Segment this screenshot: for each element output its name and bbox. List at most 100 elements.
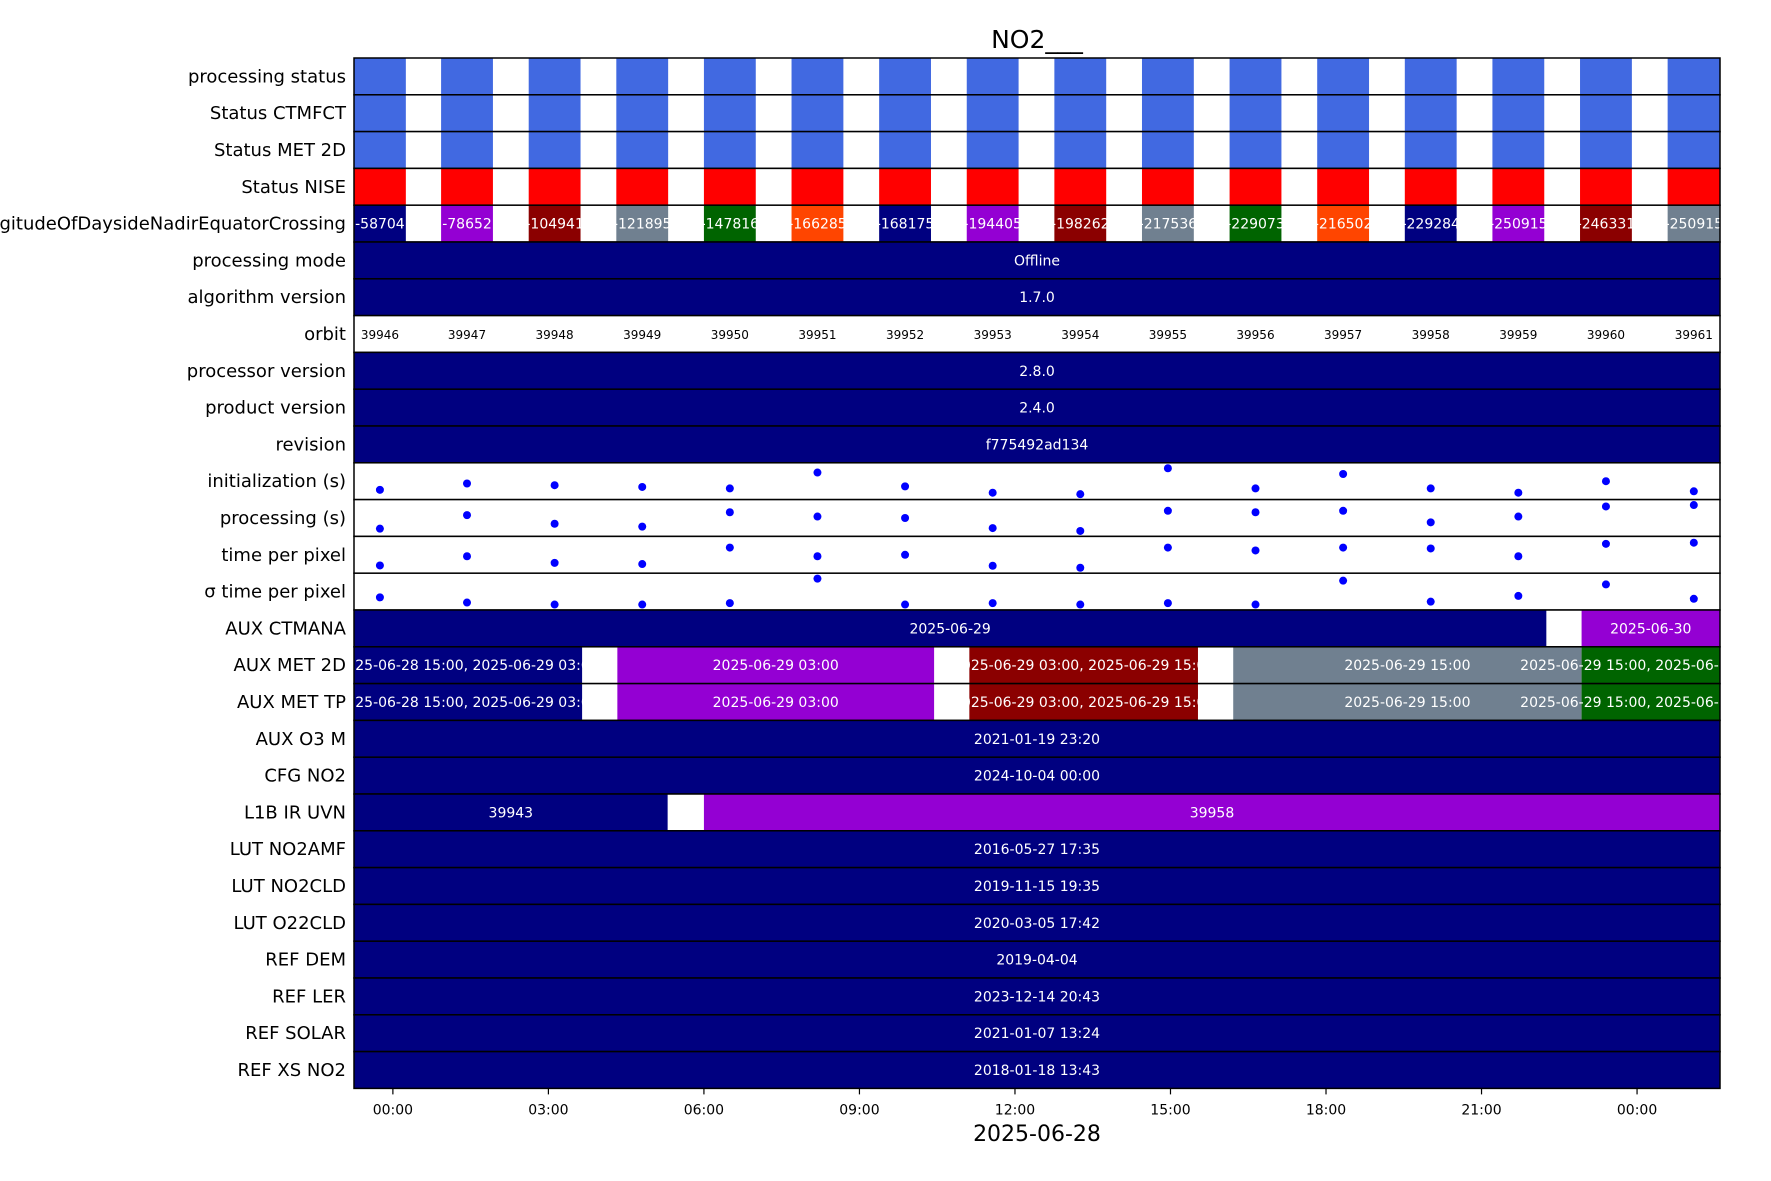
value-bar: [354, 426, 1720, 463]
status-bar: [1404, 94, 1457, 132]
value-bar: [969, 646, 1198, 684]
status-bar: [354, 131, 406, 169]
bar-label: 2023-12-14 20:43: [974, 989, 1100, 1005]
longitude-bar: [879, 205, 931, 242]
data-point: [725, 508, 734, 517]
bar-label: 2019-04-04: [996, 953, 1077, 969]
longitude-value: -229284: [1401, 217, 1460, 233]
longitude-bar: [703, 205, 756, 242]
orbit-number: 39951: [798, 328, 836, 342]
row-lut-no2amf: 2016-05-27 17:35 LUT NO2AMF: [230, 830, 1721, 869]
value-bar: [354, 610, 1547, 647]
bar-label: 2.8.0: [1019, 364, 1055, 380]
longitude-value: -250915: [1489, 217, 1548, 233]
value-bar: [354, 867, 1720, 905]
data-point: [638, 560, 647, 569]
value-bar: [617, 646, 935, 684]
value-bar: [354, 904, 1720, 942]
row-background: [354, 131, 1720, 169]
data-point: [1514, 488, 1523, 497]
row-background: [354, 58, 1720, 95]
data-point: [1076, 490, 1085, 499]
bar-label: Offline: [1014, 253, 1060, 269]
data-point: [813, 574, 822, 583]
data-point: [375, 524, 384, 533]
data-point: [1163, 543, 1172, 552]
status-bar: [1141, 94, 1194, 132]
status-bar: [1492, 168, 1545, 206]
data-point: [725, 599, 734, 608]
x-tick-label: 06:00: [684, 1102, 724, 1118]
row-label: product version: [205, 398, 346, 419]
orbit-number: 39957: [1324, 328, 1362, 342]
status-bar: [354, 168, 406, 206]
status-bar: [528, 58, 581, 95]
value-bar: [1581, 610, 1720, 647]
status-bar: [703, 131, 756, 169]
status-bar: [528, 94, 581, 132]
status-bar: [528, 168, 581, 206]
status-bar: [879, 94, 931, 132]
bar-label: 2025-06-29 03:00, 2025-06-29 15:00: [953, 695, 1214, 711]
status-bar: [1054, 131, 1107, 169]
status-bar: [441, 131, 493, 169]
status-bar: [1580, 94, 1632, 132]
status-bar: [703, 94, 756, 132]
row-processing-mode: Offline processing mode: [192, 241, 1721, 280]
bar-label: 2025-06-28 15:00, 2025-06-29 03:00: [337, 695, 598, 711]
bar-label: 2020-03-05 17:42: [974, 916, 1100, 932]
value-bar: [1233, 646, 1582, 684]
status-bar: [1667, 58, 1720, 95]
status-bar: [616, 94, 669, 132]
row-label: time per pixel: [221, 545, 346, 566]
data-point: [1689, 501, 1698, 510]
data-point: [1163, 464, 1172, 473]
status-bar: [1404, 58, 1457, 95]
row-status-ctmfct: Status CTMFCT: [210, 94, 1721, 133]
orbit-number: 39947: [448, 328, 486, 342]
data-point: [1426, 544, 1435, 553]
status-bar: [616, 168, 669, 206]
row-label: initialization (s): [207, 471, 346, 492]
bar-label: 2025-06-29 15:00, 2025-06-30 03:00: [1520, 658, 1771, 674]
value-bar: [354, 352, 1720, 390]
data-point: [813, 552, 822, 561]
row-label: processor version: [187, 361, 346, 382]
row-label: LongitudeOfDaysideNadirEquatorCrossing: [0, 214, 346, 235]
data-point: [375, 485, 384, 494]
row-label: LUT NO2CLD: [231, 876, 346, 897]
x-axis-ticks: 00:00 03:00 06:00 09:00 12:00 15:00 18:00 21:00…: [373, 1088, 1657, 1118]
row-label: Status NISE: [241, 177, 346, 198]
data-point: [375, 561, 384, 570]
row-longitudeofdaysidenadirequatorcrossing: -58704 -78652 -104941 -121895 -147816 -166285…: [0, 204, 1721, 243]
row-background: [354, 462, 1720, 500]
status-bar: [528, 131, 581, 169]
bar-label: 2021-01-19 23:20: [974, 732, 1100, 748]
data-point: [550, 481, 559, 490]
data-point: [1251, 484, 1260, 493]
value-bar: [1581, 683, 1720, 721]
value-bar: [969, 683, 1198, 721]
bar-label: 39943: [489, 805, 534, 821]
row-aux-o3-m: 2021-01-19 23:20 AUX O3 M: [256, 719, 1721, 758]
row-label: AUX CTMANA: [225, 618, 346, 639]
data-point: [813, 512, 822, 521]
bar-label: 39958: [1190, 805, 1235, 821]
orbit-number: 39958: [1412, 328, 1450, 342]
value-bar: [354, 1014, 1720, 1052]
data-point: [550, 600, 559, 609]
bar-label: 2024-10-04 00:00: [974, 769, 1100, 785]
row-label: LUT NO2AMF: [230, 839, 346, 860]
x-tick-label: 09:00: [839, 1102, 879, 1118]
longitude-value: -246331: [1577, 217, 1636, 233]
orbit-number: 39959: [1499, 328, 1537, 342]
status-bar: [703, 58, 756, 95]
row-background: [354, 168, 1720, 206]
value-bar: [354, 1051, 1720, 1089]
data-point: [1251, 546, 1260, 555]
orbit-number: 39960: [1587, 328, 1625, 342]
data-point: [1689, 594, 1698, 603]
row-initialization-s-: initialization (s): [207, 462, 1721, 501]
status-bar: [966, 131, 1019, 169]
